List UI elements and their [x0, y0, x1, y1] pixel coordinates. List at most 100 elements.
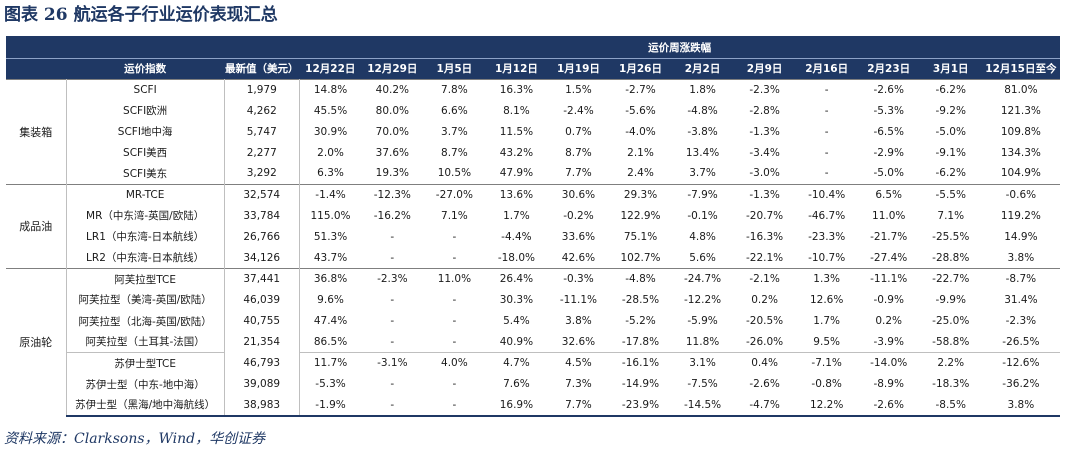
- change-cell: -: [824, 167, 829, 180]
- index-name-cell: SCFI地中海: [65, 121, 225, 143]
- index-name-cell: 苏伊士型（黑海/地中海航线）: [65, 394, 225, 417]
- change-cell: 102.7%: [620, 251, 661, 264]
- index-name-cell: 苏伊士型TCE: [65, 352, 225, 374]
- change-cell: 7.3%: [565, 378, 592, 391]
- change-cell: -0.8%: [811, 378, 842, 391]
- change-cell: 3.7%: [689, 167, 716, 180]
- change-cell: 0.2%: [751, 293, 778, 306]
- index-name-cell: MR（中东湾-英国/欧陆）: [65, 205, 225, 227]
- latest-value-cell: 2,277: [223, 142, 300, 164]
- change-cell: -25.5%: [932, 230, 970, 243]
- column-header: 2月9日: [733, 57, 796, 79]
- change-cell: 8.7%: [441, 146, 468, 159]
- latest-value-cell: 32,574: [223, 183, 300, 206]
- change-cell: -5.0%: [935, 125, 966, 138]
- category-cell: 原油轮: [6, 267, 67, 416]
- change-cell: -8.5%: [919, 394, 982, 417]
- latest-value-cell: 40,755: [223, 310, 300, 332]
- change-cell: 2.1%: [627, 146, 654, 159]
- figure-title-text: 航运各子行业运价表现汇总: [73, 5, 278, 25]
- latest-value-cell: 4,262: [223, 100, 300, 122]
- latest-value-cell: 1,979: [223, 78, 300, 101]
- column-header: 1月26日: [609, 57, 672, 79]
- figure-title: 图表 26 航运各子行业运价表现汇总: [4, 3, 278, 27]
- change-cell: 81.0%: [981, 78, 1060, 101]
- latest-value-cell: 38,983: [223, 394, 300, 417]
- change-cell: -2.3%: [361, 267, 424, 290]
- change-cell: 40.9%: [499, 335, 534, 348]
- change-cell: 14.9%: [1004, 230, 1038, 243]
- change-cell: -20.5%: [746, 315, 784, 328]
- change-cell: 86.5%: [313, 335, 348, 348]
- change-cell: -2.1%: [733, 267, 796, 290]
- change-cell: -5.0%: [873, 167, 904, 180]
- change-cell: -: [452, 335, 457, 348]
- change-cell: -26.5%: [1002, 335, 1040, 348]
- change-cell: 13.4%: [685, 146, 720, 159]
- change-cell: 109.8%: [1000, 125, 1041, 138]
- change-cell: 47.9%: [499, 167, 534, 180]
- latest-value-cell: 33,784: [223, 205, 300, 227]
- group-header: 运价周涨跌幅: [299, 36, 1060, 58]
- change-cell: 5.6%: [689, 251, 716, 264]
- change-cell: -4.4%: [501, 230, 532, 243]
- change-cell: -: [452, 293, 457, 306]
- column-header: 最新值（美元）: [224, 57, 300, 79]
- change-cell: -4.7%: [733, 394, 796, 417]
- change-cell: -16.3%: [746, 230, 784, 243]
- change-cell: -2.8%: [749, 104, 780, 117]
- change-cell: 4.8%: [689, 230, 716, 243]
- category-header-blank: [6, 57, 67, 79]
- change-cell: -20.7%: [746, 209, 784, 222]
- change-cell: 10.5%: [437, 167, 472, 180]
- change-cell: -3.8%: [687, 125, 718, 138]
- change-cell: 70.0%: [375, 125, 409, 138]
- change-cell: -9.9%: [935, 293, 966, 306]
- change-cell: -5.2%: [625, 315, 656, 328]
- change-cell: -6.5%: [873, 125, 904, 138]
- change-cell: -22.1%: [746, 251, 784, 264]
- change-cell: 0.2%: [875, 315, 903, 328]
- column-header: 12月22日: [299, 57, 362, 79]
- change-cell: 42.6%: [561, 251, 596, 264]
- change-cell: 29.3%: [609, 183, 672, 206]
- index-name-cell: SCFI欧洲: [65, 100, 225, 122]
- change-cell: -14.0%: [857, 352, 920, 374]
- change-cell: -23.3%: [808, 230, 846, 243]
- change-cell: -24.7%: [671, 267, 734, 290]
- change-cell: 115.0%: [310, 209, 351, 222]
- change-cell: -5.3%: [315, 378, 346, 391]
- change-cell: -: [452, 378, 457, 391]
- change-cell: -9.1%: [935, 146, 966, 159]
- change-cell: -22.7%: [919, 267, 982, 290]
- column-header-row: 运价指数 最新值（美元） 12月22日 12月29日 1月5日 1月12日 1月19日 1月2…: [6, 57, 1060, 79]
- change-cell: 1.5%: [547, 78, 610, 101]
- change-cell: -3.4%: [749, 146, 780, 159]
- change-cell: -3.9%: [873, 335, 904, 348]
- change-cell: -5.6%: [625, 104, 656, 117]
- change-cell: -10.4%: [795, 183, 858, 206]
- change-cell: -: [824, 146, 829, 159]
- change-cell: -: [390, 293, 395, 306]
- change-cell: 1.8%: [671, 78, 734, 101]
- change-cell: 0.4%: [733, 352, 796, 374]
- change-cell: 80.0%: [375, 104, 409, 117]
- latest-value-cell: 34,126: [223, 247, 300, 269]
- change-cell: -12.3%: [361, 183, 424, 206]
- change-cell: -1.4%: [299, 183, 362, 206]
- change-cell: -6.2%: [919, 78, 982, 101]
- change-cell: 16.3%: [485, 78, 548, 101]
- change-cell: 11.5%: [499, 125, 534, 138]
- change-cell: 26.4%: [485, 267, 548, 290]
- change-cell: 12.6%: [809, 293, 844, 306]
- latest-value-cell: 46,793: [223, 352, 300, 374]
- column-header: 1月19日: [547, 57, 610, 79]
- index-name-cell: SCFI: [65, 78, 225, 101]
- column-header: 2月23日: [857, 57, 920, 79]
- change-cell: -4.8%: [687, 104, 718, 117]
- change-cell: 11.0%: [872, 209, 906, 222]
- change-cell: -7.1%: [795, 352, 858, 374]
- change-cell: 12.2%: [795, 394, 858, 417]
- change-cell: 30.3%: [499, 293, 534, 306]
- table-row: SCFI欧洲 4,262 45.5% 80.0% 6.6% 8.1% -2.4% -5.6% -…: [6, 100, 1060, 122]
